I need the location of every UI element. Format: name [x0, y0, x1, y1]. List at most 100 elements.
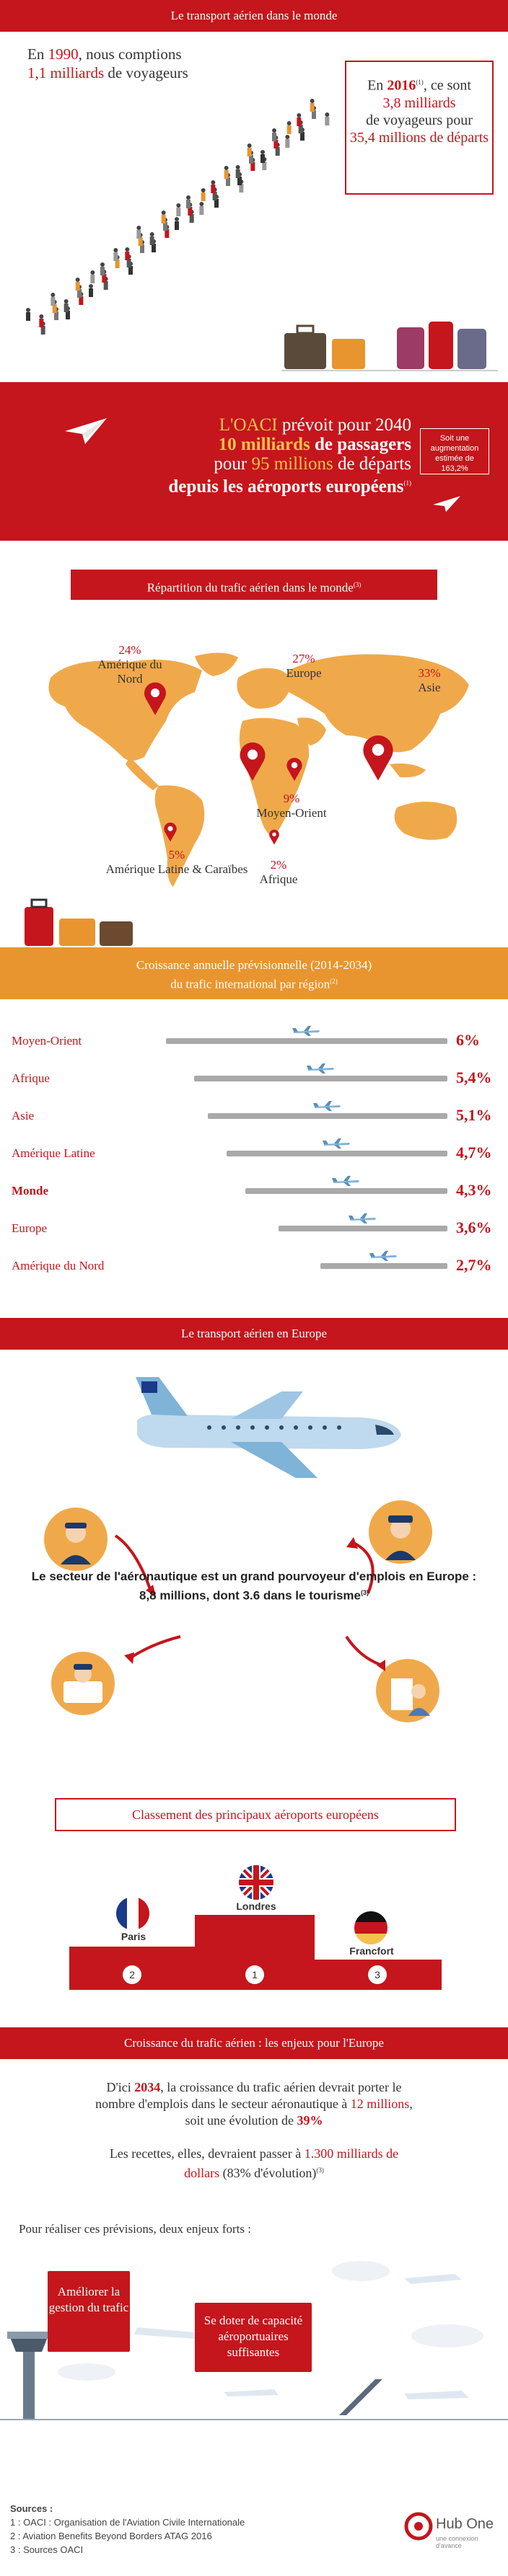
region-label-europe: 27% Europe [286, 652, 322, 680]
chart-value-label: 5,1% [456, 1106, 492, 1124]
sources-title: Sources : [10, 2503, 53, 2514]
chart-category-label: Amérique Latine [12, 1146, 95, 1160]
paper-plane-small-icon [433, 496, 460, 512]
chart-bar [227, 1151, 447, 1156]
chart-category-label: Monde [12, 1184, 48, 1198]
section-europe-title: Le transport aérien en Europe [180, 1327, 328, 1340]
chart-bar [194, 1076, 447, 1081]
chart-category-label: Afrique [12, 1071, 50, 1085]
enjeux-paragraph-2: Les recettes, elles, devraient passer à … [109, 2146, 399, 2180]
section-europe-banner: Le transport aérien en Europe [0, 1318, 508, 1350]
flag-icon-france [116, 1897, 149, 1930]
chart-bar [166, 1038, 447, 1044]
plane-icon [369, 1251, 397, 1261]
airport-illustration [0, 2261, 508, 2420]
enjeux-banner: Croissance du trafic aérien : les enjeux… [0, 2027, 508, 2059]
enjeux-title: Croissance du trafic aérien : les enjeux… [124, 2036, 384, 2050]
sources-block: Sources : 1 : OACI : Organisation de l'A… [10, 2502, 371, 2557]
chart-bar [208, 1113, 447, 1119]
pin-icon-afrique [269, 829, 279, 845]
chart-row: Moyen-Orient 6% [0, 1024, 508, 1061]
source-item: 2 : Aviation Benefits Beyond Borders ATA… [10, 2531, 212, 2541]
chart-row: Asie 5,1% [0, 1099, 508, 1136]
enjeux-intro: Pour réaliser ces prévisions, deux enjeu… [19, 2222, 251, 2236]
chart-row: Europe 3,6% [0, 1211, 508, 1249]
chart-category-label: Europe [12, 1221, 48, 1235]
chart-bar [245, 1188, 447, 1194]
chart-value-label: 4,3% [456, 1181, 492, 1199]
repartition-title: Répartition du trafic aérien dans le mon… [146, 580, 354, 595]
chart-value-label: 2,7% [456, 1256, 492, 1274]
source-item: 3 : Sources OACI [10, 2544, 84, 2555]
podium-rank-1: 1 [245, 1965, 264, 1984]
chart-value-label: 3,6% [456, 1218, 492, 1236]
airplane-illustration [136, 1377, 401, 1478]
region-label-afrique: 2% Afrique [259, 858, 298, 886]
hub-one-logo-mark [404, 2512, 433, 2541]
forecast-banner [0, 382, 508, 541]
region-label-amerique-latine: 5% Amérique Latine & Caraïbes [105, 848, 248, 876]
pin-icon-moyen-orient [286, 758, 302, 782]
chart-row: Monde 4,3% [0, 1174, 508, 1211]
enjeu-gestion-trafic: Améliorer la gestion du trafic [48, 2271, 130, 2352]
chart-value-label: 5,4% [456, 1068, 492, 1086]
flag-icon-germany [354, 1911, 387, 1944]
region-label-moyen-orient: 9% Moyen-Orient [256, 792, 327, 820]
plane-icon [292, 1026, 320, 1036]
region-label-amerique-nord: 24% Amérique du Nord [97, 643, 162, 686]
croissance-banner: Croissance annuelle prévisionnelle (2014… [0, 947, 508, 999]
city-label-londres: Londres [236, 1900, 276, 1912]
hub-one-logo-name: Hub One [436, 2516, 494, 2532]
plane-icon [332, 1176, 359, 1186]
hotel-icon [376, 1659, 439, 1722]
chart-row: Amérique Latine 4,7% [0, 1136, 508, 1174]
plane-icon [313, 1101, 341, 1111]
podium-rank-3: 3 [368, 1965, 387, 1984]
podium-rank-2: 2 [123, 1965, 141, 1984]
chart-value-label: 4,7% [456, 1143, 492, 1161]
paper-plane-icon [65, 418, 107, 444]
croissance-title-line2: du trafic international par région [170, 977, 330, 991]
curved-arrows [114, 1534, 385, 1671]
chart-category-label: Amérique du Nord [12, 1259, 105, 1272]
plane-icon [306, 1063, 334, 1074]
enjeu-capacite-aeroportuaire: Se doter de capacité aéroportuaires suff… [195, 2303, 312, 2372]
pin-icon-europe [240, 742, 266, 781]
chart-row: Amérique du Nord 2,7% [0, 1249, 508, 1286]
region-label-asie: 33% Asie [418, 666, 441, 694]
stats-2016-box: En 2016(1), ce sont 3,8 milliards de voy… [345, 61, 494, 195]
driver-icon [51, 1652, 115, 1715]
luggage-illustration [281, 322, 498, 371]
employment-text: Le secteur de l'aéronautique est un gran… [31, 1570, 477, 1603]
crowd-illustration [26, 99, 330, 335]
pin-icon-asie [363, 735, 393, 781]
hub-one-logo[interactable]: Hub One une connexion d'avance [404, 2512, 498, 2551]
city-label-francfort: Francfort [349, 1945, 394, 1957]
forecast-text: L'OACI prévoit pour 2040 10 milliards de… [168, 415, 411, 497]
enjeux-paragraph-1: D'ici 2034, la croissance du trafic aéri… [95, 2080, 413, 2128]
pin-icon-amerique-nord [144, 682, 166, 715]
suitcases-illustration [25, 898, 133, 946]
chart-value-label: 6% [456, 1031, 480, 1049]
city-label-paris: Paris [121, 1931, 146, 1942]
section-world-title: Le transport aérien dans le monde [170, 9, 338, 22]
growth-chart: Moyen-Orient 6% Afrique 5,4% Asie 5,1% Amériqu… [0, 1024, 508, 1298]
plane-icon [323, 1138, 350, 1148]
pilot-icon [369, 1500, 432, 1564]
world-map [48, 652, 469, 887]
hub-one-logo-tagline: une connexion d'avance [436, 2535, 478, 2549]
intro-text: En 1990, nous comptions 1,1 milliards de… [27, 45, 188, 81]
chart-category-label: Moyen-Orient [12, 1034, 82, 1048]
chart-bar [320, 1263, 447, 1269]
chart-category-label: Asie [12, 1109, 35, 1123]
chart-row: Afrique 5,4% [0, 1061, 508, 1099]
croissance-title-line1: Croissance annuelle prévisionnelle (2014… [136, 958, 372, 972]
classement-title-box: Classement des principaux aéroports euro… [55, 1798, 456, 1831]
forecast-side-note: Soit une augmentation estimée de 163,2% [420, 428, 489, 474]
pin-icon-amerique-latine [164, 822, 177, 842]
chart-bar [279, 1226, 447, 1231]
repartition-banner: Répartition du trafic aérien dans le mon… [71, 570, 437, 600]
plane-icon [349, 1213, 376, 1223]
source-item: 1 : OACI : Organisation de l'Aviation Ci… [10, 2517, 245, 2528]
hostess-icon [44, 1508, 108, 1571]
